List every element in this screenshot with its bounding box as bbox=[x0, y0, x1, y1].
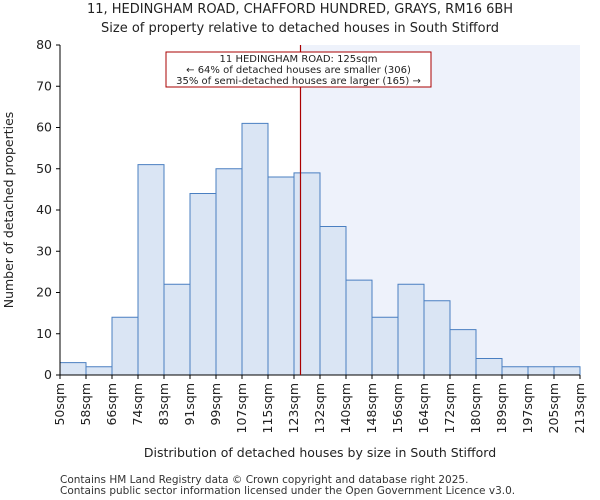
annotation-line-1: ← 64% of detached houses are smaller (30… bbox=[186, 65, 411, 76]
x-tick-label-11: 140sqm bbox=[338, 383, 353, 433]
histogram-bar-5 bbox=[189, 193, 217, 376]
x-tick-label-19: 205sqm bbox=[546, 383, 561, 433]
histogram-bar-12 bbox=[371, 316, 399, 376]
y-tick-label-60: 60 bbox=[36, 120, 52, 135]
x-tick-label-3: 74sqm bbox=[130, 383, 145, 426]
x-tick-label-16: 180sqm bbox=[468, 383, 483, 433]
histogram-bar-2 bbox=[111, 316, 139, 376]
x-tick-label-4: 83sqm bbox=[156, 383, 171, 426]
y-tick-label-70: 70 bbox=[36, 78, 52, 93]
histogram-bar-16 bbox=[475, 358, 503, 376]
footer-line-2: Contains public sector information licen… bbox=[60, 485, 515, 497]
histogram-bar-13 bbox=[397, 283, 425, 376]
x-tick-label-2: 66sqm bbox=[104, 383, 119, 426]
x-tick-label-6: 99sqm bbox=[208, 383, 223, 426]
annotation-box bbox=[165, 51, 432, 88]
histogram-bar-11 bbox=[345, 279, 373, 376]
annotation-line-2: 35% of semi-detached houses are larger (… bbox=[176, 76, 421, 87]
x-tick-label-17: 189sqm bbox=[494, 383, 509, 433]
x-tick-label-9: 123sqm bbox=[286, 383, 301, 433]
x-tick-label-15: 172sqm bbox=[442, 383, 457, 433]
histogram-bar-9 bbox=[293, 172, 321, 376]
chart-title: 11, HEDINGHAM ROAD, CHAFFORD HUNDRED, GR… bbox=[87, 2, 513, 17]
histogram-bar-19 bbox=[553, 366, 581, 376]
histogram-bar-0 bbox=[59, 362, 87, 376]
y-tick-label-0: 0 bbox=[44, 367, 52, 382]
histogram-bar-14 bbox=[423, 300, 451, 376]
x-tick-label-1: 58sqm bbox=[78, 383, 93, 426]
histogram-bar-17 bbox=[501, 366, 529, 376]
histogram-bar-4 bbox=[163, 283, 191, 376]
histogram-bar-6 bbox=[215, 168, 243, 376]
annotation-line-0: 11 HEDINGHAM ROAD: 125sqm bbox=[220, 54, 378, 65]
x-tick-label-8: 115sqm bbox=[260, 383, 275, 433]
histogram-bar-1 bbox=[85, 366, 113, 376]
histogram-bar-3 bbox=[137, 164, 165, 376]
y-tick-label-10: 10 bbox=[36, 326, 52, 341]
y-tick-label-80: 80 bbox=[36, 37, 52, 52]
histogram-bar-15 bbox=[449, 329, 477, 376]
footer-line-1: Contains HM Land Registry data © Crown c… bbox=[60, 474, 468, 486]
x-tick-label-18: 197sqm bbox=[520, 383, 535, 433]
histogram-bar-7 bbox=[241, 122, 269, 376]
x-tick-label-10: 132sqm bbox=[312, 383, 327, 433]
histogram-bar-8 bbox=[267, 176, 295, 376]
y-tick-label-50: 50 bbox=[36, 161, 52, 176]
x-tick-label-20: 213sqm bbox=[572, 383, 587, 433]
histogram-bar-10 bbox=[319, 226, 347, 376]
histogram-bar-18 bbox=[527, 366, 555, 376]
plot-area: 0 10 20 30 40 50 60 70 80 50sqm 58sqm 66sqm 74sqm 83s… bbox=[36, 37, 587, 433]
y-axis-label: Number of detached properties bbox=[1, 112, 16, 309]
x-tick-label-5: 91sqm bbox=[182, 383, 197, 426]
y-tick-label-30: 30 bbox=[36, 243, 52, 258]
chart-subtitle: Size of property relative to detached ho… bbox=[101, 21, 499, 36]
x-axis-label: Distribution of detached houses by size … bbox=[144, 445, 496, 460]
x-tick-label-14: 164sqm bbox=[416, 383, 431, 433]
y-tick-label-20: 20 bbox=[36, 285, 52, 300]
x-tick-label-12: 148sqm bbox=[364, 383, 379, 433]
x-tick-label-7: 107sqm bbox=[234, 383, 249, 433]
y-tick-label-40: 40 bbox=[36, 202, 52, 217]
x-tick-label-0: 50sqm bbox=[52, 383, 67, 426]
x-tick-label-13: 156sqm bbox=[390, 383, 405, 433]
